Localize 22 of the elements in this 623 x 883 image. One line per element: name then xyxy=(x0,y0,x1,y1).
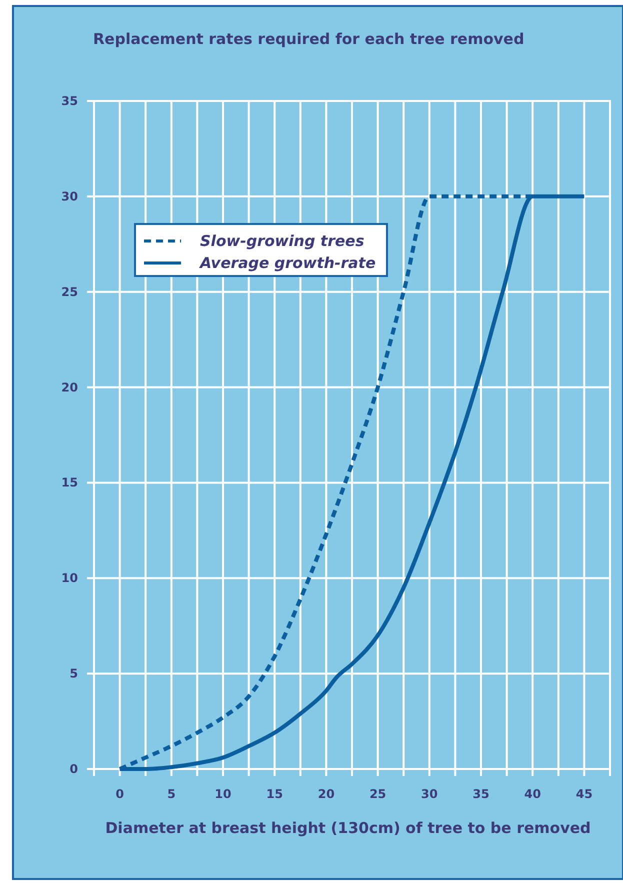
x-tick-label: 25 xyxy=(369,787,386,801)
x-tick-label: 20 xyxy=(318,787,335,801)
x-tick-label: 40 xyxy=(524,787,541,801)
x-tick-label: 35 xyxy=(472,787,490,801)
legend-label: Slow-growing trees xyxy=(200,232,364,250)
y-tick-label: 25 xyxy=(61,284,78,299)
y-tick-label: 0 xyxy=(70,762,78,776)
y-tick-label: 5 xyxy=(70,666,78,681)
x-tick-label: 0 xyxy=(116,787,124,801)
chart-title: Replacement rates required for each tree removed xyxy=(93,30,524,48)
x-tick-label: 15 xyxy=(266,787,283,801)
y-tick-label: 30 xyxy=(61,189,78,204)
x-tick-label: 10 xyxy=(214,787,232,801)
legend-label: Average growth-rate xyxy=(199,254,376,272)
y-tick-label: 35 xyxy=(61,94,78,108)
y-tick-label: 20 xyxy=(61,380,78,394)
x-tick-label: 30 xyxy=(421,787,438,801)
y-tick-label: 15 xyxy=(61,476,78,490)
x-tick-label: 45 xyxy=(576,787,593,801)
x-axis-title: Diameter at breast height (130cm) of tree to be removed xyxy=(105,819,591,837)
x-tick-label: 5 xyxy=(167,787,176,801)
y-tick-label: 10 xyxy=(61,571,78,586)
